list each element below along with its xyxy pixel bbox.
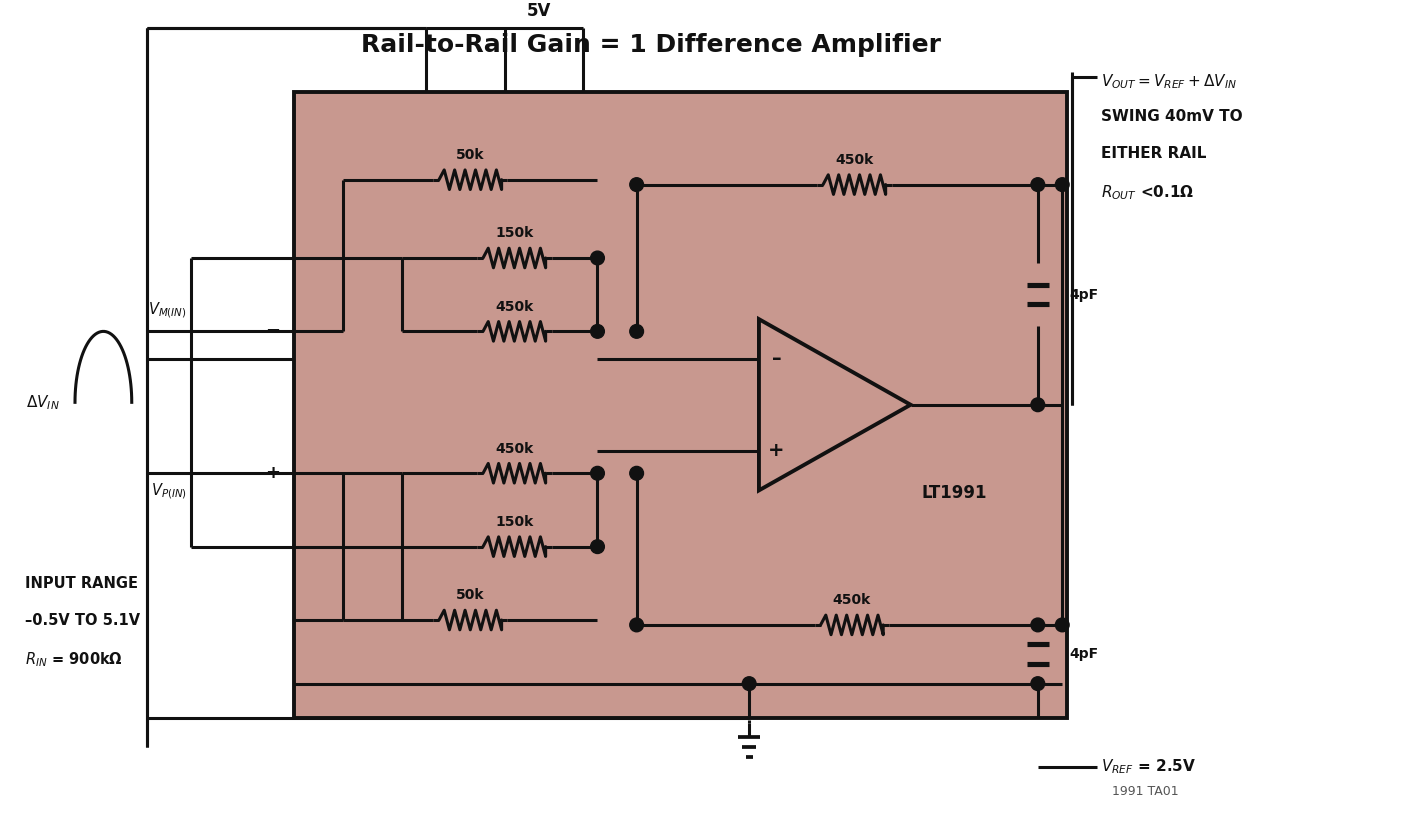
- Text: 150k: 150k: [495, 515, 533, 529]
- Circle shape: [630, 618, 644, 632]
- Text: 450k: 450k: [495, 441, 533, 455]
- Text: EITHER RAIL: EITHER RAIL: [1102, 146, 1207, 161]
- Text: 450k: 450k: [835, 153, 873, 167]
- Circle shape: [1031, 618, 1045, 632]
- Text: $V_{P(IN)}$: $V_{P(IN)}$: [151, 481, 186, 501]
- Circle shape: [630, 466, 644, 480]
- Text: 50k: 50k: [456, 148, 485, 162]
- Text: –: –: [772, 349, 781, 368]
- Circle shape: [1055, 178, 1069, 192]
- Text: –0.5V TO 5.1V: –0.5V TO 5.1V: [26, 613, 141, 628]
- Circle shape: [1031, 398, 1045, 412]
- Text: −: −: [266, 322, 280, 340]
- Text: $R_{IN}$ = 900kΩ: $R_{IN}$ = 900kΩ: [26, 650, 124, 669]
- Text: LT1991: LT1991: [921, 484, 987, 501]
- Circle shape: [590, 252, 604, 265]
- Text: SWING 40mV TO: SWING 40mV TO: [1102, 109, 1243, 124]
- Text: $V_{M(IN)}$: $V_{M(IN)}$: [148, 300, 186, 320]
- Text: 1991 TA01: 1991 TA01: [1112, 785, 1179, 798]
- Circle shape: [630, 178, 644, 192]
- Text: INPUT RANGE: INPUT RANGE: [26, 576, 138, 591]
- Text: $\Delta V_{IN}$: $\Delta V_{IN}$: [26, 393, 60, 412]
- Text: 450k: 450k: [833, 593, 872, 607]
- Circle shape: [590, 540, 604, 553]
- Text: 450k: 450k: [495, 300, 533, 314]
- Bar: [294, 91, 1066, 718]
- Text: 50k: 50k: [456, 589, 485, 603]
- Text: +: +: [768, 441, 785, 460]
- Circle shape: [1031, 178, 1045, 192]
- Circle shape: [742, 677, 757, 690]
- Text: 150k: 150k: [495, 226, 533, 240]
- Text: Rail-to-Rail Gain = 1 Difference Amplifier: Rail-to-Rail Gain = 1 Difference Amplifi…: [361, 33, 941, 57]
- Text: 4pF: 4pF: [1069, 288, 1098, 302]
- Text: 5V: 5V: [526, 2, 550, 21]
- Circle shape: [590, 325, 604, 338]
- Circle shape: [1031, 677, 1045, 690]
- Circle shape: [1055, 618, 1069, 632]
- Text: $V_{REF}$ = 2.5V: $V_{REF}$ = 2.5V: [1102, 757, 1197, 776]
- Text: $R_{OUT}$ <0.1Ω: $R_{OUT}$ <0.1Ω: [1102, 183, 1194, 202]
- Circle shape: [630, 325, 644, 338]
- Text: 4pF: 4pF: [1069, 647, 1098, 661]
- Text: +: +: [266, 464, 280, 483]
- Text: $V_{OUT} = V_{REF} + \Delta V_{IN}$: $V_{OUT} = V_{REF} + \Delta V_{IN}$: [1102, 72, 1237, 90]
- Circle shape: [590, 466, 604, 480]
